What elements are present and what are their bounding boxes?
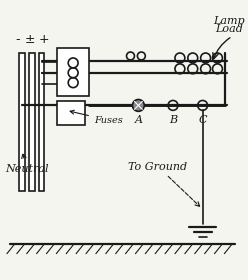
Text: Neutral: Neutral — [5, 154, 48, 174]
Text: A: A — [134, 115, 142, 125]
Circle shape — [132, 99, 144, 111]
Bar — [57, 48, 89, 95]
Bar — [19, 53, 25, 192]
Text: +: + — [38, 33, 49, 46]
Text: Load: Load — [215, 24, 243, 34]
Text: ±: ± — [24, 33, 35, 46]
Bar — [29, 53, 34, 192]
Text: Lamp: Lamp — [214, 16, 245, 26]
Text: B: B — [169, 115, 177, 125]
Text: -: - — [16, 33, 20, 46]
Text: To Ground: To Ground — [128, 162, 200, 206]
Text: Fuses: Fuses — [70, 110, 123, 125]
Bar — [38, 53, 44, 192]
Bar — [57, 101, 85, 125]
Text: C: C — [198, 115, 207, 125]
